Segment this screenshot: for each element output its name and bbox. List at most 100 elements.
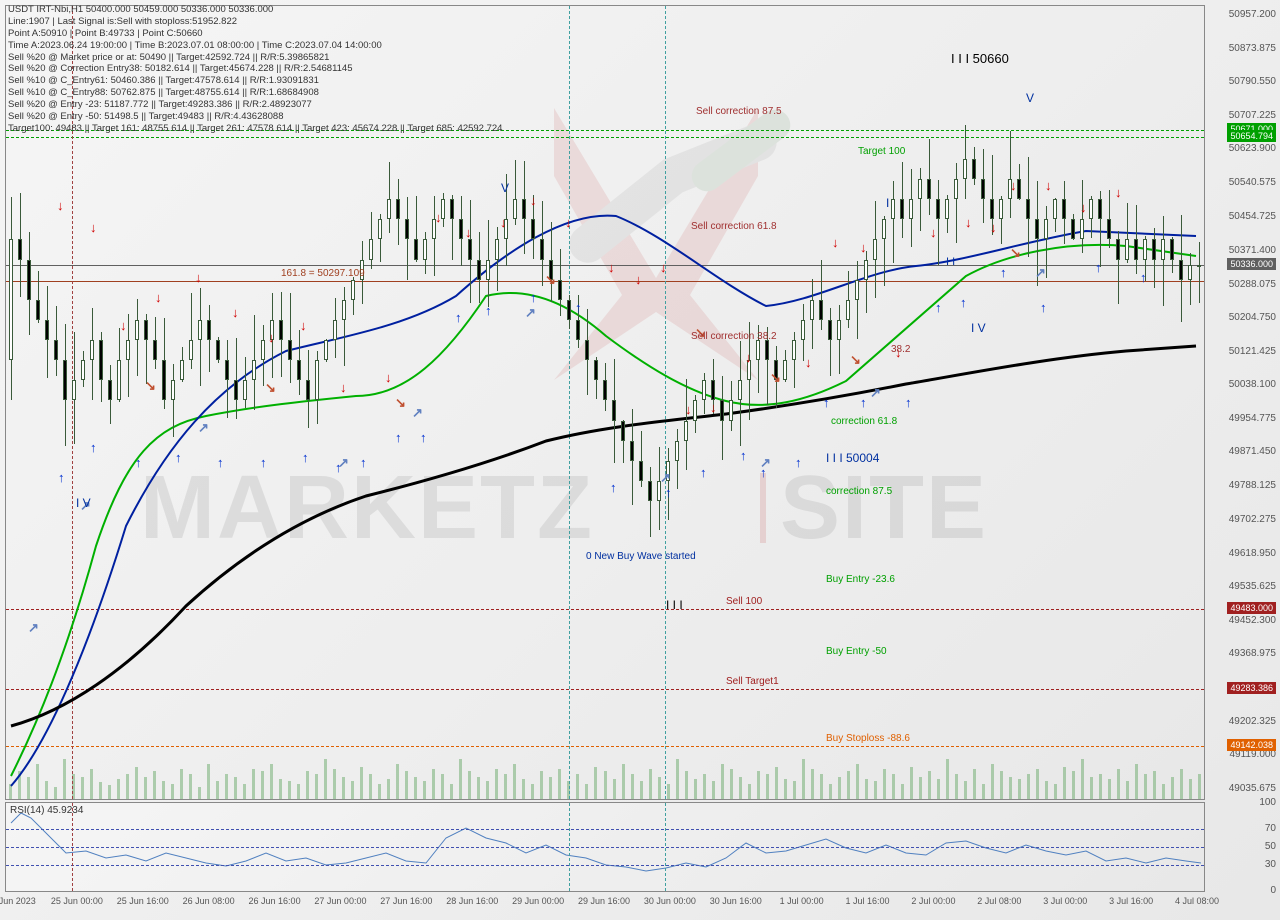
volume-bar [847,771,850,799]
y-tick: 49535.625 [1229,581,1276,592]
signal-arrow-hollow-blue: ↗ [28,620,39,636]
volume-bar [901,784,904,799]
volume-bar [1198,774,1201,799]
x-tick: 2 Jul 08:00 [977,896,1021,906]
y-tick: 50121.425 [1229,346,1276,357]
annotation: Target 100 [858,146,905,157]
signal-arrow-red: ↓ [232,305,239,320]
signal-arrow-blue: ↑ [1140,270,1147,285]
ma-slow [11,346,1196,726]
rsi-vline [665,803,666,891]
info-block: USDT IRT-Nbi,H1 50400.000 50459.000 5033… [8,4,502,135]
signal-arrow-blue: ↑ [217,455,224,470]
signal-arrow-red: ↓ [1045,178,1052,193]
rsi-label: RSI(14) 45.9234 [10,805,83,816]
volume-bar [1108,779,1111,799]
volume-bar [1081,759,1084,799]
x-tick: 26 Jun 08:00 [183,896,235,906]
x-tick: 30 Jun 00:00 [644,896,696,906]
volume-bar [576,774,579,799]
annotation: I V [76,496,91,510]
volume-bar [667,784,670,799]
volume-bar [288,781,291,799]
annotation: Buy Entry -50 [826,646,887,657]
volume-bar [1018,779,1021,799]
y-tick: 50540.575 [1229,177,1276,188]
rsi-y-axis: 0305070100 [1210,802,1280,892]
annotation: correction 87.5 [826,486,892,497]
info-line: Sell %20 @ Entry -23: 51187.772 || Targe… [8,99,502,111]
ma-mid [11,216,1196,786]
signal-arrow-hollow-red: ↘ [545,272,556,288]
x-tick: 29 Jun 16:00 [578,896,630,906]
y-tick: 50873.875 [1229,43,1276,54]
volume-bar [270,764,273,799]
signal-arrow-hollow-red: ↘ [1010,245,1021,261]
signal-arrow-red: ↓ [90,220,97,235]
volume-bar [342,777,345,799]
volume-bar [1009,777,1012,799]
y-tick: 49702.275 [1229,514,1276,525]
x-axis: 24 Jun 202325 Jun 00:0025 Jun 16:0026 Ju… [5,896,1205,916]
x-tick: 4 Jul 08:00 [1175,896,1219,906]
volume-bar [531,784,534,799]
annotation: I [886,196,889,210]
volume-bar [234,777,237,799]
rsi-panel[interactable]: RSI(14) 45.9234 [5,802,1205,892]
volume-bar [333,769,336,799]
volume-bar [495,769,498,799]
rsi-y-tick: 30 [1265,859,1276,870]
y-tick: 49452.300 [1229,615,1276,626]
y-tick: 50957.200 [1229,9,1276,20]
volume-bar [613,779,616,799]
annotation: I I I 50660 [951,51,1009,66]
signal-arrow-red: ↓ [990,220,997,235]
signal-arrow-red: ↓ [435,210,442,225]
hline-sell-target1 [6,689,1204,690]
volume-bar [910,767,913,799]
volume-bar [297,784,300,799]
rsi-level-70 [6,829,1204,830]
volume-bar [243,784,246,799]
volume-bar [171,784,174,799]
volume-bar [802,759,805,799]
chart-container: MARKETZ SITE 161.8 = 50297.10950336.0005… [0,0,1280,920]
price-tag: 49283.386 [1227,682,1276,694]
volume-bar [117,779,120,799]
volume-bar [1162,784,1165,799]
volume-bar [1180,769,1183,799]
signal-arrow-blue: ↑ [135,455,142,470]
volume-bar [108,785,111,799]
signal-arrow-blue: ↑ [740,448,747,463]
signal-arrow-blue: ↑ [860,395,867,410]
volume-bar [459,759,462,799]
volume-bar [1045,781,1048,799]
signal-arrow-hollow-blue: ↗ [660,470,671,486]
annotation: I I [946,256,955,268]
annotation: I I I 50004 [826,451,879,465]
x-tick: 27 Jun 00:00 [314,896,366,906]
info-line: Line:1907 | Last Signal is:Sell with sto… [8,16,502,28]
hline-target-green-lower [6,137,1204,138]
price-tag: 50654.794 [1227,130,1276,142]
signal-arrow-red: ↓ [385,370,392,385]
volume-bar [9,784,12,799]
rsi-y-tick: 50 [1265,841,1276,852]
hline-current-price [6,265,1204,266]
volume-bar [640,781,643,799]
signal-arrow-red: ↓ [300,318,307,333]
volume-bar [387,779,390,799]
x-tick: 30 Jun 16:00 [710,896,762,906]
y-tick: 50623.900 [1229,143,1276,154]
volume-bar [90,769,93,799]
volume-bar [189,774,192,799]
signal-arrow-blue: ↑ [530,290,537,305]
annotation: 0 New Buy Wave started [586,551,696,562]
y-tick: 50371.400 [1229,245,1276,256]
volume-bar [658,777,661,799]
y-tick: 49954.775 [1229,413,1276,424]
annotation: V [501,181,509,195]
signal-arrow-hollow-blue: ↗ [198,420,209,436]
signal-arrow-red: ↓ [57,198,64,213]
volume-bar [685,771,688,799]
